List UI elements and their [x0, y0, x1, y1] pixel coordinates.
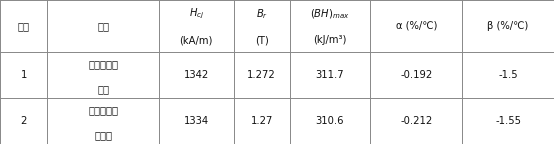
Text: -1.55: -1.55 [495, 116, 521, 126]
Text: 2: 2 [20, 116, 27, 126]
Text: 1.27: 1.27 [250, 116, 273, 126]
Text: 311.7: 311.7 [316, 70, 344, 80]
Text: 类别: 类别 [97, 21, 109, 31]
Text: $(BH)_{max}$: $(BH)_{max}$ [310, 7, 350, 21]
Text: 310.6: 310.6 [316, 116, 344, 126]
Text: α (%/℃): α (%/℃) [396, 21, 437, 31]
Text: 1: 1 [20, 70, 27, 80]
Text: (kA/m): (kA/m) [179, 35, 213, 46]
Text: $B_r$: $B_r$ [255, 7, 268, 21]
Text: -1.5: -1.5 [498, 70, 518, 80]
Text: (T): (T) [255, 35, 269, 46]
Text: 未添加稀土: 未添加稀土 [88, 105, 118, 115]
Text: 合物: 合物 [97, 84, 109, 94]
Text: -0.192: -0.192 [400, 70, 432, 80]
Text: 1342: 1342 [183, 70, 209, 80]
Text: 配合物: 配合物 [94, 130, 112, 140]
Text: $H_{cj}$: $H_{cj}$ [188, 7, 204, 21]
Text: 添加稀土配: 添加稀土配 [88, 59, 118, 69]
Text: 1.272: 1.272 [247, 70, 276, 80]
Text: β (%/℃): β (%/℃) [488, 21, 529, 31]
Text: 序号: 序号 [18, 21, 30, 31]
Text: 1334: 1334 [184, 116, 209, 126]
Text: (kJ/m³): (kJ/m³) [313, 35, 347, 46]
Text: -0.212: -0.212 [400, 116, 432, 126]
